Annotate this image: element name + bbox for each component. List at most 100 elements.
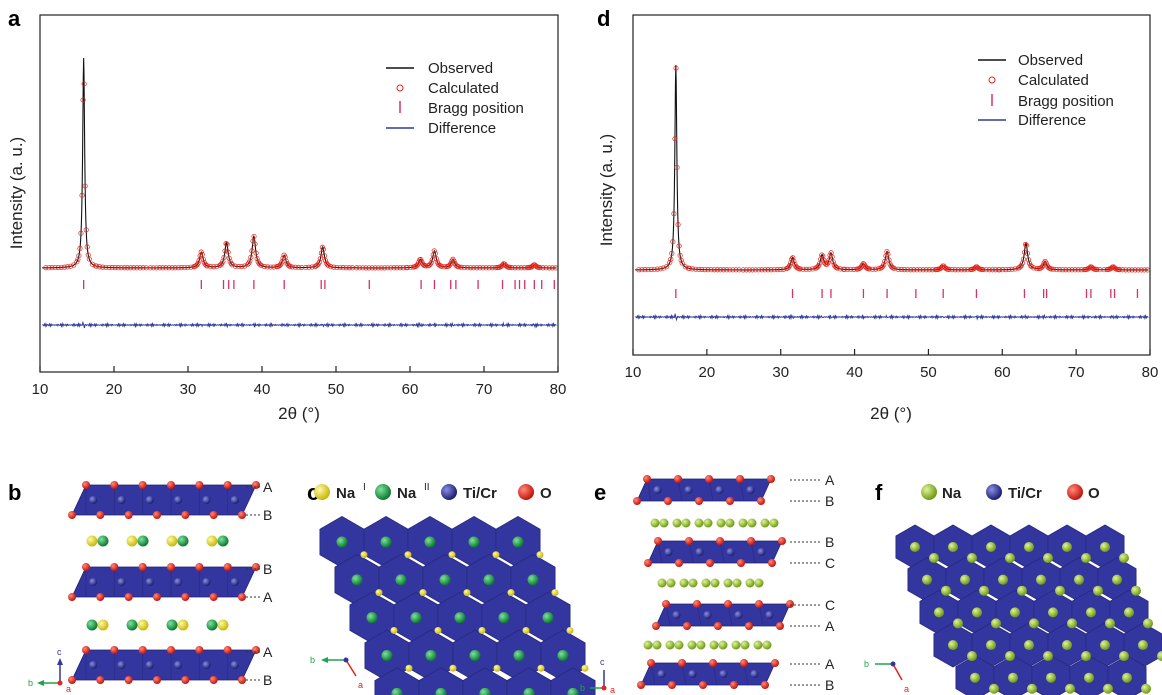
sodium-atom bbox=[86, 535, 98, 547]
metal-atom bbox=[657, 670, 666, 678]
calculated-point bbox=[825, 260, 831, 266]
legend-sup-na2: II bbox=[424, 482, 430, 493]
metal-atom bbox=[703, 611, 712, 619]
calculated-point bbox=[185, 264, 191, 271]
sodium-atom bbox=[1010, 607, 1020, 618]
sodium-atom bbox=[1024, 542, 1034, 552]
calculated-point bbox=[949, 267, 955, 273]
sodium-atom bbox=[390, 626, 398, 634]
calculated-point bbox=[670, 239, 676, 245]
calculated-point bbox=[381, 265, 388, 271]
legend-a: Observed Calculated Bragg position Diffe… bbox=[386, 60, 524, 137]
panel-c: c Na I Na II Ti/Cr O b a bbox=[307, 480, 596, 695]
oxygen-atom bbox=[195, 646, 204, 654]
calculated-point bbox=[926, 267, 932, 273]
calculated-point bbox=[157, 265, 163, 271]
calculated-point bbox=[1048, 266, 1054, 272]
oxygen-atom bbox=[181, 593, 190, 601]
legend-label-na: Na bbox=[942, 485, 962, 502]
calculated-point bbox=[705, 267, 711, 273]
calculated-point bbox=[318, 250, 324, 256]
sodium-atom bbox=[86, 619, 98, 631]
sodium-atom bbox=[986, 542, 996, 552]
metal-atom bbox=[145, 578, 154, 586]
metal-atom bbox=[145, 496, 154, 504]
calculated-point bbox=[74, 259, 80, 265]
sodium-atom bbox=[657, 578, 667, 588]
panel-d: d 10 20 30 40 50 60 70 80 Observed Calculated B… bbox=[597, 6, 1158, 423]
calculated-point bbox=[464, 265, 470, 271]
sodium-atom bbox=[1138, 640, 1148, 651]
calculated-point bbox=[438, 263, 445, 269]
calculated-point bbox=[1039, 264, 1045, 270]
calculated-point bbox=[1141, 267, 1147, 273]
calculated-point bbox=[720, 267, 727, 273]
oxygen-atom bbox=[252, 563, 260, 571]
metal-atom bbox=[230, 578, 239, 586]
metal-atom bbox=[653, 486, 662, 494]
sodium-atom bbox=[740, 640, 750, 650]
calculated-point bbox=[677, 252, 683, 259]
calculated-point bbox=[404, 265, 410, 271]
sodium-atom bbox=[1036, 574, 1046, 585]
x-tick-label: 80 bbox=[550, 381, 567, 398]
panel-letter-e: e bbox=[594, 480, 606, 505]
sodium-atom bbox=[381, 650, 393, 662]
calculated-point bbox=[952, 267, 958, 273]
calculated-point bbox=[884, 248, 890, 255]
calculated-point bbox=[980, 267, 986, 273]
y-axis-label-a: Intensity (a. u.) bbox=[7, 137, 26, 249]
calculated-point bbox=[78, 230, 84, 236]
sodium-atom bbox=[1112, 574, 1122, 585]
oxygen-atom bbox=[209, 593, 218, 601]
metal-atom bbox=[726, 548, 735, 556]
calculated-point bbox=[68, 263, 74, 269]
calculated-point bbox=[397, 265, 403, 271]
sodium-atom bbox=[934, 607, 944, 618]
oxygen-atom bbox=[209, 511, 218, 519]
calculated-point bbox=[303, 264, 309, 271]
calculated-point bbox=[385, 265, 391, 271]
oxygen-atom bbox=[776, 622, 784, 630]
calculated-point bbox=[1060, 267, 1066, 273]
oxygen-atom bbox=[664, 497, 672, 505]
calculated-point bbox=[106, 264, 112, 271]
calculated-point bbox=[109, 265, 115, 271]
oxygen-atom bbox=[633, 497, 641, 505]
panel-f: f Na Ti/Cr O b a bbox=[864, 480, 1162, 695]
calculated-point bbox=[55, 264, 61, 271]
y-axis-label-d: Intensity (a. u.) bbox=[597, 134, 616, 246]
calculated-point bbox=[253, 250, 259, 256]
oxygen-atom bbox=[238, 511, 246, 519]
oxygen-atom bbox=[124, 511, 133, 519]
sodium-atom bbox=[941, 585, 951, 596]
octahedron bbox=[550, 667, 596, 695]
calculated-point bbox=[668, 256, 674, 262]
calculated-point bbox=[768, 267, 774, 273]
calculated-point bbox=[829, 254, 835, 260]
x-tick-label: 20 bbox=[106, 381, 123, 398]
sodium-atom bbox=[703, 518, 713, 528]
calculated-point bbox=[699, 267, 705, 273]
calculated-point bbox=[80, 97, 86, 103]
sodium-atom bbox=[1043, 651, 1053, 662]
calculated-point bbox=[77, 245, 83, 252]
calculated-point bbox=[540, 265, 546, 271]
calculated-point bbox=[125, 265, 131, 271]
calculated-point bbox=[756, 267, 762, 273]
legend-calculated-marker bbox=[988, 76, 996, 84]
calculated-point bbox=[154, 265, 160, 271]
axis-label-a: a bbox=[66, 684, 71, 694]
oxygen-atom bbox=[724, 600, 732, 608]
oxygen-atom bbox=[181, 511, 190, 519]
metal-atom bbox=[117, 496, 126, 504]
calculated-point bbox=[1023, 242, 1030, 248]
calculated-point bbox=[317, 256, 323, 262]
calculated-point bbox=[195, 260, 201, 266]
calculated-point bbox=[714, 267, 720, 273]
calculated-point bbox=[86, 256, 92, 262]
oxygen-atom bbox=[167, 563, 175, 571]
calculated-point bbox=[486, 265, 492, 271]
stacking-label: A bbox=[825, 656, 835, 672]
sodium-atom bbox=[463, 589, 471, 597]
